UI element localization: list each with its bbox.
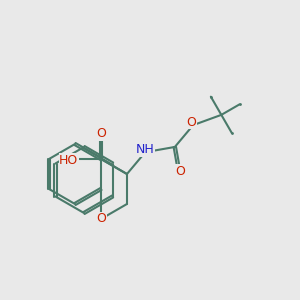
Text: O: O [176, 165, 185, 178]
Text: NH: NH [136, 143, 155, 156]
Text: HO: HO [59, 154, 79, 167]
Text: O: O [96, 212, 106, 226]
Text: O: O [187, 116, 196, 129]
Text: O: O [96, 127, 106, 140]
